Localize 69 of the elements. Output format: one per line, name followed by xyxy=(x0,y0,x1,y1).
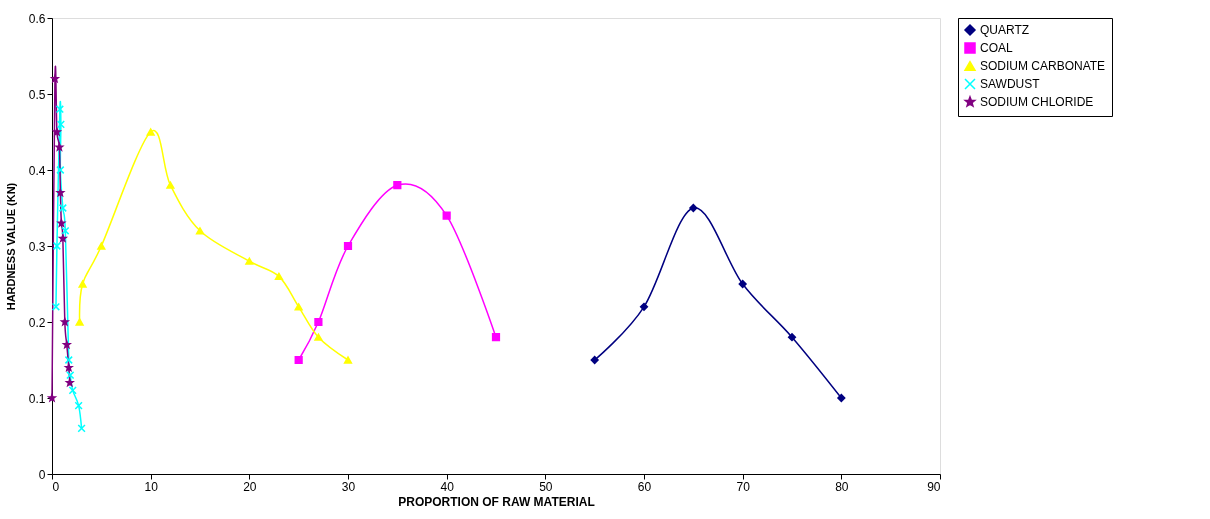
point xyxy=(51,302,61,311)
point xyxy=(195,227,205,235)
y-tick-label: 0.4 xyxy=(28,163,46,178)
x-axis-title: PROPORTION OF RAW MATERIAL xyxy=(398,494,595,509)
point xyxy=(56,165,65,175)
point xyxy=(442,211,451,220)
point xyxy=(55,105,64,114)
x-tick-label: 10 xyxy=(144,479,159,494)
point xyxy=(314,317,323,327)
legend-label: COAL xyxy=(980,41,1013,55)
y-tick-label: 0.5 xyxy=(28,87,46,102)
x-tick-label: 50 xyxy=(539,479,553,494)
point xyxy=(294,355,303,365)
point xyxy=(58,203,67,213)
y-tick-label: 0 xyxy=(38,467,46,482)
x-tick-label: 0 xyxy=(52,479,60,494)
point xyxy=(590,355,599,365)
point xyxy=(393,181,402,190)
point xyxy=(343,241,353,251)
point xyxy=(65,378,74,387)
point xyxy=(78,280,87,288)
point xyxy=(274,272,284,281)
point xyxy=(68,386,77,395)
y-tick-label: 0.1 xyxy=(28,391,46,406)
y-tick-label: 0.6 xyxy=(28,11,46,26)
point xyxy=(314,333,323,341)
point xyxy=(146,128,155,136)
legend-label: SODIUM CARBONATE xyxy=(980,59,1106,73)
y-tick-label: 0.2 xyxy=(28,315,46,330)
point xyxy=(166,181,175,189)
x-tick-label: 80 xyxy=(835,479,849,494)
x-tick-label: 30 xyxy=(341,479,356,494)
point xyxy=(52,127,61,136)
point xyxy=(56,120,65,129)
point xyxy=(689,203,698,213)
x-tick-label: 70 xyxy=(736,479,751,494)
point xyxy=(58,234,67,242)
point xyxy=(343,356,353,364)
point xyxy=(62,340,71,349)
point xyxy=(491,333,501,342)
point xyxy=(97,242,106,250)
point xyxy=(639,302,649,311)
point xyxy=(837,393,846,403)
point xyxy=(55,143,64,151)
x-tick-label: 60 xyxy=(637,479,652,494)
point xyxy=(61,226,70,235)
y-tick-label: 0.3 xyxy=(28,239,46,254)
legend-label: QUARTZ xyxy=(980,23,1030,37)
x-tick-label: 90 xyxy=(927,479,941,494)
point xyxy=(294,303,303,311)
point xyxy=(64,355,73,365)
legend-label: SODIUM CHLORIDE xyxy=(980,95,1094,109)
point xyxy=(77,424,86,433)
point xyxy=(245,257,254,265)
point xyxy=(787,333,797,342)
x-tick-label: 20 xyxy=(243,479,257,494)
point xyxy=(738,279,747,289)
point xyxy=(60,317,69,326)
point xyxy=(64,363,73,372)
legend-label: SAWDUST xyxy=(980,77,1041,91)
point xyxy=(56,188,65,197)
point xyxy=(66,371,75,380)
point xyxy=(52,241,62,251)
y-axis-title: HARDNESS VALUE (KN) xyxy=(4,182,17,311)
x-tick-label: 40 xyxy=(440,479,455,494)
point xyxy=(57,219,66,227)
point xyxy=(75,318,84,326)
point xyxy=(48,393,56,402)
point xyxy=(74,401,83,410)
